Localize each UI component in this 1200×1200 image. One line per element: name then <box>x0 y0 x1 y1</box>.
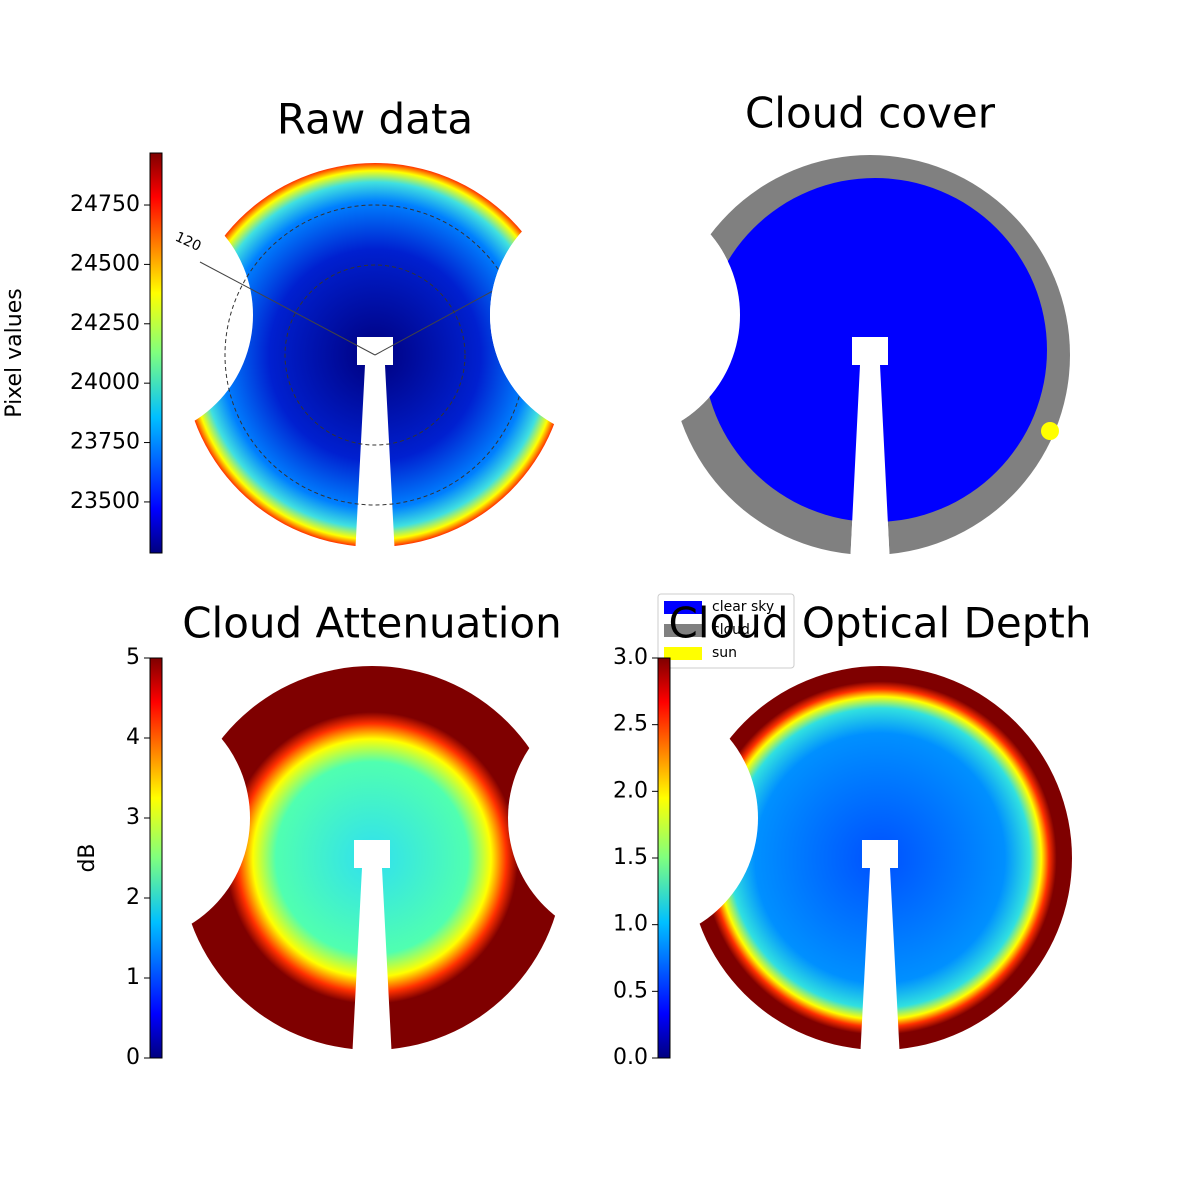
legend-label: clear sky <box>712 599 774 615</box>
colorbar-tick-label: 1.5 <box>613 845 648 870</box>
colorbar-tick-label: 3.0 <box>613 645 648 670</box>
legend-swatch <box>664 624 702 637</box>
horizon-mask <box>508 693 758 943</box>
colorbar-tick-label: 0.0 <box>613 1045 648 1070</box>
colorbar-tick-label: 24750 <box>70 192 140 217</box>
sun-marker <box>1041 422 1059 440</box>
legend-swatch <box>664 601 702 614</box>
legend-label: cloud <box>712 622 750 638</box>
colorbar-tick-label: 2 <box>126 885 140 910</box>
panel-title: Cloud cover <box>745 89 996 138</box>
pole-mask <box>860 840 900 1060</box>
panel-title: Raw data <box>277 95 473 144</box>
colorbar-tick-label: 0.5 <box>613 978 648 1003</box>
colorbar <box>657 657 671 1059</box>
horizon-mask <box>490 190 740 440</box>
colorbar-tick-label: 2.5 <box>613 712 648 737</box>
panel <box>490 155 1070 565</box>
colorbar-label: dB <box>75 843 100 872</box>
horizon-mask <box>3 190 253 440</box>
pole-mask <box>850 337 890 565</box>
pole-mask <box>355 337 395 557</box>
colorbar-tick-label: 24000 <box>70 370 140 395</box>
colorbar-tick-label: 24250 <box>70 311 140 336</box>
legend-swatch <box>664 647 702 660</box>
panel <box>0 666 564 1060</box>
colorbar <box>149 657 163 1059</box>
colorbar-tick-label: 0 <box>126 1045 140 1070</box>
colorbar-tick-label: 3 <box>126 805 140 830</box>
panel <box>508 666 1072 1060</box>
colorbar-tick-label: 2.0 <box>613 778 648 803</box>
colorbar-tick-label: 1 <box>126 965 140 990</box>
colorbar-tick-label: 5 <box>126 645 140 670</box>
colorbar-tick-label: 24500 <box>70 251 140 276</box>
horizon-mask <box>0 693 250 943</box>
legend-label: sun <box>712 645 737 661</box>
colorbar-tick-label: 4 <box>126 725 140 750</box>
panel-title: Cloud Optical Depth <box>669 599 1092 648</box>
panel-title: Cloud Attenuation <box>182 599 562 648</box>
polar-axis <box>199 261 376 356</box>
pole-mask <box>352 840 392 1060</box>
colorbar <box>149 152 163 554</box>
colorbar-tick-label: 23750 <box>70 430 140 455</box>
colorbar-label: Pixel values <box>2 288 27 417</box>
polar-grid <box>284 264 466 446</box>
colorbar-tick-label: 23500 <box>70 489 140 514</box>
colorbar-tick-label: 1.0 <box>613 912 648 937</box>
